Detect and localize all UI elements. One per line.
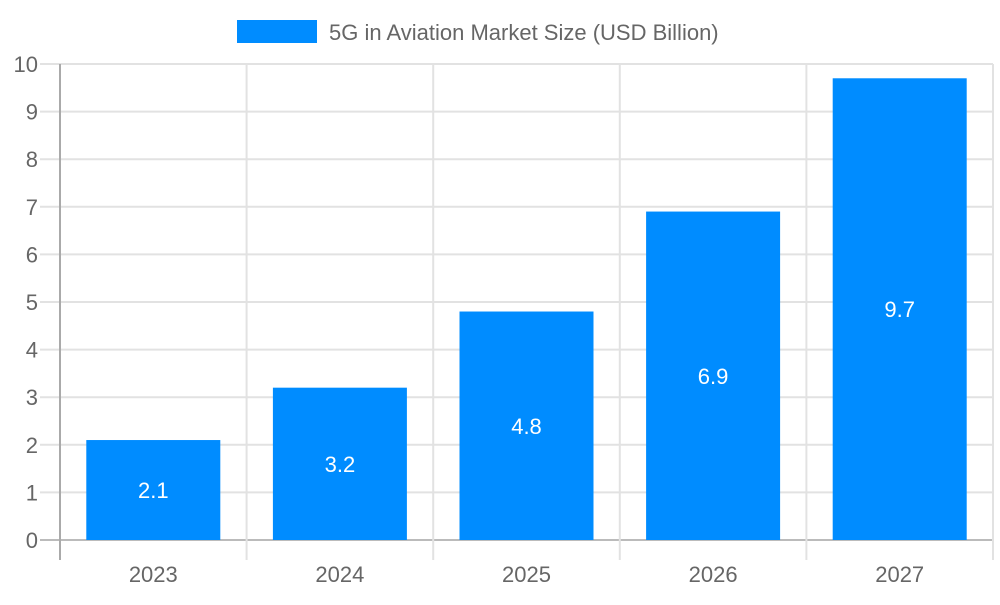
y-tick-label: 1 <box>26 480 38 505</box>
bar-2025[interactable] <box>459 311 594 540</box>
x-tick-label: 2024 <box>315 562 364 587</box>
labels: 0 1 2 3 4 5 6 7 8 9 10 2.1 2023 3.2 2024 4.8 2025 6.9 2026… <box>14 52 925 587</box>
y-tick-label: 2 <box>26 433 38 458</box>
y-tick-label: 4 <box>26 338 38 363</box>
data-label: 9.7 <box>884 297 915 322</box>
bar-2024[interactable] <box>272 387 407 540</box>
y-tick-label: 8 <box>26 147 38 172</box>
bar-2026[interactable] <box>646 211 781 540</box>
y-tick-label: 6 <box>26 242 38 267</box>
data-label: 3.2 <box>325 452 356 477</box>
data-label: 4.8 <box>511 414 542 439</box>
y-tick-label: 10 <box>14 52 38 77</box>
x-tick-label: 2025 <box>502 562 551 587</box>
y-tick-label: 3 <box>26 385 38 410</box>
legend-label: 5G in Aviation Market Size (USD Billion) <box>329 20 719 45</box>
bar-2023[interactable] <box>86 440 221 540</box>
x-tick-label: 2027 <box>875 562 924 587</box>
x-tick-label: 2023 <box>129 562 178 587</box>
bars <box>86 78 967 540</box>
x-tick-label: 2026 <box>689 562 738 587</box>
y-tick-label: 7 <box>26 195 38 220</box>
y-tick-label: 5 <box>26 290 38 315</box>
data-label: 6.9 <box>698 364 729 389</box>
legend[interactable]: 5G in Aviation Market Size (USD Billion) <box>237 20 719 45</box>
y-tick-label: 0 <box>26 528 38 553</box>
legend-swatch <box>237 20 317 43</box>
bar-2027[interactable] <box>832 78 967 540</box>
y-tick-label: 9 <box>26 100 38 125</box>
data-label: 2.1 <box>138 478 169 503</box>
